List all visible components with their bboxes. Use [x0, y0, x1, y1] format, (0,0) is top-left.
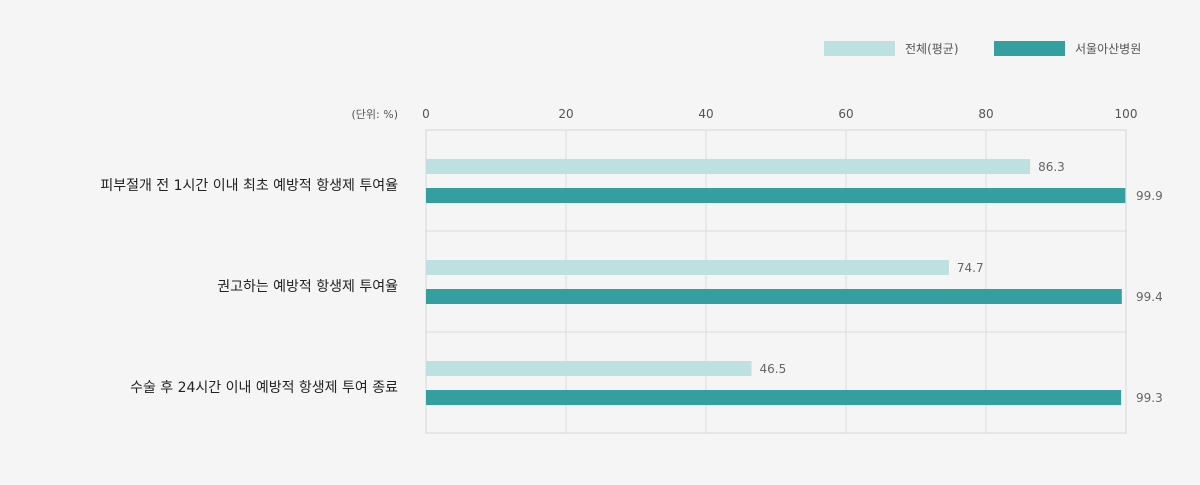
bar-hospital [426, 188, 1126, 203]
data-label: 46.5 [760, 362, 787, 376]
category-label: 수술 후 24시간 이내 예방적 항생제 투여 종료 [130, 380, 398, 396]
category-label: 피부절개 전 1시간 이내 최초 예방적 항생제 투여율 [100, 178, 398, 194]
data-label: 74.7 [957, 261, 984, 275]
category-label: 권고하는 예방적 항생제 투여율 [217, 279, 398, 295]
plot-area [425, 129, 1127, 434]
x-tick-label: 20 [558, 107, 573, 121]
bar-average [426, 361, 752, 376]
legend-label-hospital: 서울아산병원 [1075, 42, 1141, 56]
legend-label-average: 전체(평균) [905, 42, 959, 56]
x-tick-label: 0 [422, 107, 430, 121]
x-tick-label: 40 [698, 107, 713, 121]
bar-average [426, 159, 1031, 174]
bar-hospital [426, 289, 1122, 304]
data-label: 99.3 [1136, 391, 1163, 405]
bar-hospital [426, 390, 1122, 405]
x-axis-ticks: 0 20 40 60 80 100 [422, 107, 1137, 121]
x-tick-label: 80 [978, 107, 993, 121]
bar-average [426, 260, 949, 275]
bar-series [426, 159, 1126, 405]
chart-legend: 전체(평균) 서울아산병원 [824, 41, 1141, 56]
data-label: 99.4 [1136, 290, 1163, 304]
legend-swatch-average [824, 41, 895, 56]
x-tick-label: 60 [838, 107, 853, 121]
legend-swatch-hospital [994, 41, 1065, 56]
x-tick-label: 100 [1115, 107, 1138, 121]
data-labels: 86.3 99.9 74.7 99.4 46.5 99.3 [760, 160, 1163, 405]
data-label: 86.3 [1038, 160, 1065, 174]
data-label: 99.9 [1136, 189, 1163, 203]
plot-border [425, 129, 1127, 434]
unit-label: (단위: %) [352, 108, 398, 121]
